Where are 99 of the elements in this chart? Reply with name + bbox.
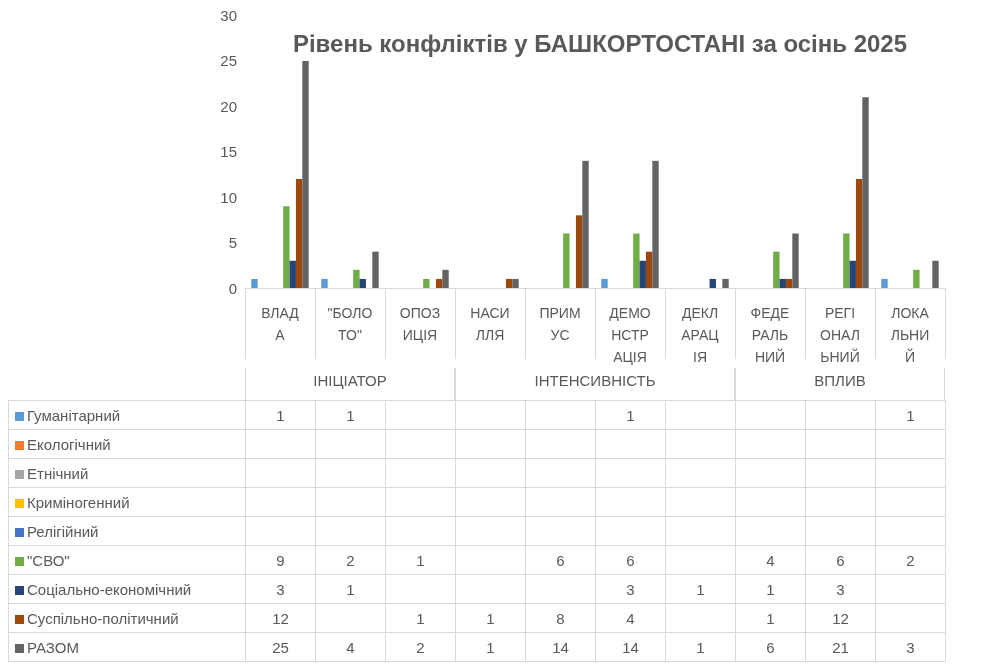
data-label: 1 bbox=[385, 603, 456, 633]
data-label: 1 bbox=[735, 574, 806, 604]
x-tick-label: ОПОЗИЦІЯ bbox=[399, 305, 441, 343]
legend-label: Етнічний bbox=[8, 458, 246, 488]
x-tick-label: ПРИМУС bbox=[539, 305, 581, 343]
data-label: 1 bbox=[245, 400, 316, 430]
data-label: 1 bbox=[385, 545, 456, 575]
data-label: 2 bbox=[385, 632, 456, 662]
data-label: 3 bbox=[875, 632, 946, 662]
data-label: 1 bbox=[455, 603, 526, 633]
bar bbox=[512, 278, 519, 288]
data-label: 3 bbox=[595, 574, 666, 604]
bar bbox=[913, 269, 920, 288]
data-label: 6 bbox=[595, 545, 666, 575]
bar bbox=[881, 278, 888, 288]
data-label: 1 bbox=[595, 400, 666, 430]
text: ІНІЦІАТОР bbox=[245, 368, 455, 400]
y-tick-label: 15 bbox=[220, 143, 237, 161]
bar bbox=[709, 278, 716, 288]
legend-label: РАЗОМ bbox=[8, 632, 246, 662]
x-tick-label: ВЛАДА bbox=[261, 305, 300, 343]
bar bbox=[785, 278, 793, 288]
bar bbox=[372, 251, 379, 288]
x-tick-label: ДЕКЛАРАЦІЯ bbox=[681, 305, 720, 365]
x-tick-label: ДЕМОНСТРАЦІЯ bbox=[609, 305, 651, 365]
data-label: 12 bbox=[245, 603, 316, 633]
data-label: 3 bbox=[805, 574, 876, 604]
x-tick-label: ЛОКАЛЬНИЙ bbox=[890, 305, 930, 365]
data-label: 14 bbox=[595, 632, 666, 662]
bar bbox=[773, 251, 780, 288]
bar bbox=[563, 233, 570, 288]
bar bbox=[639, 260, 646, 288]
data-label: 4 bbox=[315, 632, 386, 662]
bar bbox=[779, 278, 786, 288]
data-label: 4 bbox=[735, 545, 806, 575]
bar bbox=[505, 278, 513, 288]
data-label: 1 bbox=[315, 400, 386, 430]
bar bbox=[575, 215, 583, 288]
data-label: 21 bbox=[805, 632, 876, 662]
data-label: 2 bbox=[875, 545, 946, 575]
bar bbox=[251, 278, 258, 288]
bar bbox=[353, 269, 360, 288]
data-label: 9 bbox=[245, 545, 316, 575]
data-label: 14 bbox=[525, 632, 596, 662]
bar bbox=[321, 278, 328, 288]
bar bbox=[289, 260, 296, 288]
legend-label: Суспільно-політичний bbox=[8, 603, 246, 633]
y-tick-label: 20 bbox=[220, 97, 237, 115]
data-label: 1 bbox=[735, 603, 806, 633]
bar bbox=[792, 233, 799, 288]
y-tick-label: 10 bbox=[220, 188, 237, 206]
data-label: 1 bbox=[665, 574, 736, 604]
bar bbox=[435, 278, 443, 288]
data-label: 6 bbox=[735, 632, 806, 662]
data-label: 1 bbox=[875, 400, 946, 430]
bar bbox=[652, 160, 659, 288]
data-label: 6 bbox=[525, 545, 596, 575]
bar bbox=[302, 60, 309, 288]
bar bbox=[582, 160, 589, 288]
data-label: 1 bbox=[665, 632, 736, 662]
data-label: 2 bbox=[315, 545, 386, 575]
data-label: 1 bbox=[455, 632, 526, 662]
y-tick-label: 30 bbox=[220, 7, 237, 24]
bar bbox=[601, 278, 608, 288]
legend-label: Гуманітарний bbox=[8, 400, 246, 430]
bar bbox=[932, 260, 939, 288]
bar bbox=[843, 233, 850, 288]
bar bbox=[855, 179, 863, 288]
y-tick-label: 5 bbox=[228, 234, 237, 252]
data-label: 1 bbox=[315, 574, 386, 604]
legend-label: Екологічний bbox=[8, 429, 246, 459]
y-tick-label: 25 bbox=[220, 52, 237, 70]
bar bbox=[423, 278, 430, 288]
x-tick-label: "БОЛОТО" bbox=[327, 305, 373, 343]
bar bbox=[633, 233, 640, 288]
data-label: 8 bbox=[525, 603, 596, 633]
text: ВПЛИВ bbox=[735, 368, 945, 400]
legend-label: "СВО" bbox=[8, 545, 246, 575]
legend-label: Соціально-економічний bbox=[8, 574, 246, 604]
y-tick-label: 0 bbox=[228, 279, 237, 297]
data-label: 6 bbox=[805, 545, 876, 575]
x-tick-label: ФЕДЕРАЛЬНИЙ bbox=[750, 305, 790, 365]
text: Рівень конфліктів у БАШКОРТОСТАНІ за осінь 2025 bbox=[292, 29, 908, 57]
bar bbox=[862, 97, 869, 288]
text: ІНТЕНСИВНІСТЬ bbox=[455, 368, 735, 400]
bar bbox=[722, 278, 729, 288]
data-label: 12 bbox=[805, 603, 876, 633]
bar bbox=[442, 269, 449, 288]
x-tick-label: РЕГІОНАЛЬНИЙ bbox=[820, 305, 860, 365]
bar bbox=[283, 206, 290, 288]
bar bbox=[849, 260, 856, 288]
bar bbox=[295, 179, 303, 288]
bar bbox=[359, 278, 366, 288]
legend-label: Релігійний bbox=[8, 516, 246, 546]
data-label: 3 bbox=[245, 574, 316, 604]
x-tick-label: НАСИЛЛЯ bbox=[470, 305, 510, 343]
data-label: 4 bbox=[595, 603, 666, 633]
legend-label: Криміногенний bbox=[8, 487, 246, 517]
bar bbox=[645, 251, 653, 288]
